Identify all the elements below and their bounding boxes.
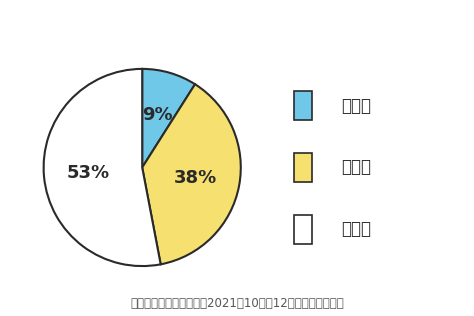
Wedge shape: [142, 84, 241, 264]
Text: 9%: 9%: [142, 106, 173, 125]
Text: ベスト進学ネット調べ（2021年10月〜12月　高校生のみ）: ベスト進学ネット調べ（2021年10月〜12月 高校生のみ）: [130, 297, 344, 310]
Text: 38%: 38%: [174, 169, 217, 187]
Bar: [294, 91, 312, 120]
Text: 53%: 53%: [67, 164, 110, 182]
Wedge shape: [142, 69, 195, 167]
Text: ２年生: ２年生: [341, 159, 371, 176]
Text: １年生: １年生: [341, 97, 371, 114]
Bar: [294, 153, 312, 182]
Text: ３年生: ３年生: [341, 221, 371, 238]
Bar: [294, 215, 312, 244]
Wedge shape: [44, 69, 161, 266]
Text: オープンキャンパスに申し込みした人の学年別集計: オープンキャンパスに申し込みした人の学年別集計: [14, 14, 253, 32]
